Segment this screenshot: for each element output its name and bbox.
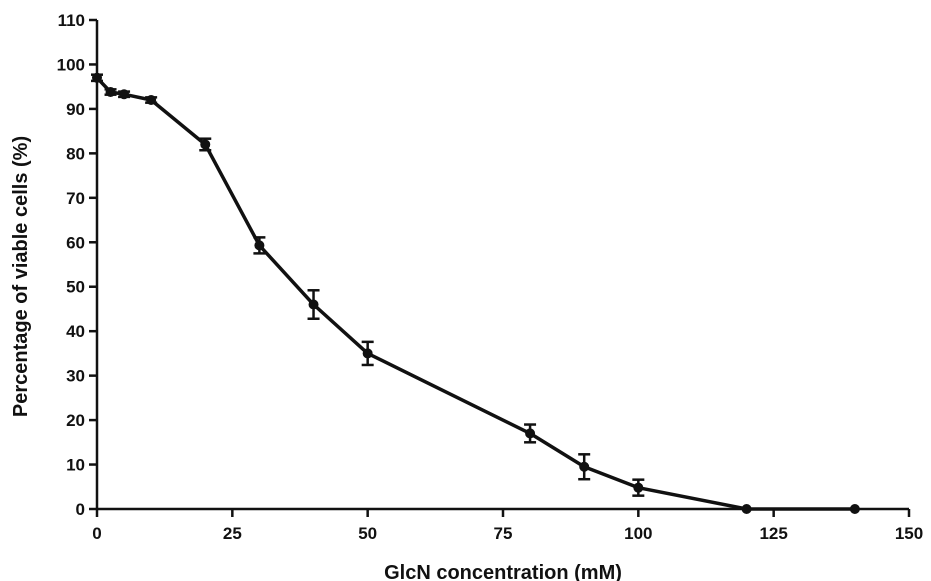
- series-line: [95, 76, 855, 511]
- data-point: [362, 348, 373, 359]
- x-tick-label: 75: [494, 524, 513, 543]
- y-tick-label: 110: [58, 11, 85, 30]
- data-point: [849, 504, 860, 514]
- y-axis-title: Percentage of viable cells (%): [10, 136, 32, 417]
- y-tick-label: 60: [66, 233, 85, 252]
- y-tick-label: 100: [57, 55, 85, 74]
- x-axis: 0 25 50 75 100 125 150: [92, 507, 923, 543]
- x-tick-label: 150: [895, 524, 923, 543]
- y-tick-label: 30: [66, 367, 85, 386]
- data-point: [105, 87, 116, 98]
- y-tick-label: 0: [76, 500, 85, 519]
- y-tick-label: 70: [66, 189, 85, 208]
- x-tick-label: 50: [358, 524, 377, 543]
- x-tick-label: 100: [624, 524, 652, 543]
- plot-area: [91, 72, 860, 514]
- data-point: [633, 482, 644, 493]
- y-tick-label: 40: [66, 322, 85, 341]
- data-point: [741, 504, 752, 514]
- data-points: [92, 72, 860, 514]
- x-tick-label: 125: [759, 524, 787, 543]
- data-point: [119, 89, 130, 100]
- error-bars: [91, 73, 645, 497]
- data-point: [525, 428, 536, 439]
- data-point: [579, 461, 590, 472]
- y-tick-label: 50: [66, 278, 85, 297]
- y-tick-label: 10: [66, 456, 85, 475]
- x-ticks: 0 25 50 75 100 125 150: [92, 509, 923, 543]
- x-tick-label: 0: [92, 524, 101, 543]
- data-point: [146, 95, 157, 106]
- data-point: [92, 72, 102, 83]
- data-point: [254, 240, 265, 251]
- y-axis: 0 10 20 30 40 50 60 70 80 90 100 110: [57, 11, 99, 519]
- x-axis-title: GlcN concentration (mM): [384, 562, 622, 581]
- y-tick-label: 80: [66, 144, 85, 163]
- x-tick-label: 25: [223, 524, 242, 543]
- y-tick-label: 20: [66, 411, 85, 430]
- data-point: [200, 139, 211, 150]
- data-point: [308, 299, 319, 310]
- y-ticks: 0 10 20 30 40 50 60 70 80 90 100 110: [57, 11, 97, 519]
- y-tick-label: 90: [66, 100, 85, 119]
